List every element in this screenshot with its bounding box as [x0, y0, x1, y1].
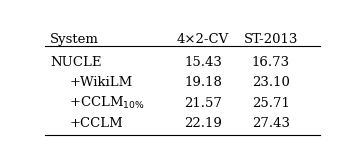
- Text: +CCLM$_{10\%}$: +CCLM$_{10\%}$: [69, 95, 145, 111]
- Text: 21.57: 21.57: [184, 97, 222, 110]
- Text: 16.73: 16.73: [252, 56, 290, 69]
- Text: 15.43: 15.43: [184, 56, 222, 69]
- Text: 25.71: 25.71: [252, 97, 290, 110]
- Text: 22.19: 22.19: [184, 117, 222, 130]
- Text: +CCLM: +CCLM: [69, 117, 123, 130]
- Text: NUCLE: NUCLE: [50, 56, 101, 69]
- Text: 23.10: 23.10: [252, 76, 290, 90]
- Text: +WikiLM: +WikiLM: [69, 76, 132, 90]
- Text: 27.43: 27.43: [252, 117, 290, 130]
- Text: 19.18: 19.18: [184, 76, 222, 90]
- Text: System: System: [50, 33, 99, 46]
- Text: ST-2013: ST-2013: [244, 33, 298, 46]
- Text: 4×2-CV: 4×2-CV: [177, 33, 229, 46]
